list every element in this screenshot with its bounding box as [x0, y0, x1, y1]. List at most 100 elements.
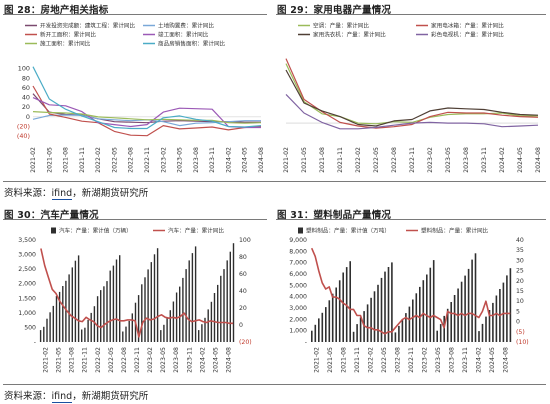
y-left-tick-label: - [305, 339, 307, 346]
bar [210, 301, 213, 342]
x-tick-label: 2021-02 [283, 147, 290, 173]
y-left-tick-label: 5,000 [289, 282, 307, 289]
legend-item-4-label: 竣工面积：累计同比 [158, 31, 209, 39]
chart30-header: 图 30：汽车产量情况 [3, 206, 267, 221]
y-left-tick-label: 1,000 [289, 328, 307, 335]
x-tick-label: 2023-05 [445, 147, 452, 173]
bar [65, 280, 67, 342]
chart29-header: 图 29：家用电器产量情况 [276, 1, 546, 16]
bar [141, 284, 143, 342]
y-tick-label: (40) [17, 132, 30, 140]
y-left-tick-label: 500 [24, 324, 36, 331]
bar [506, 275, 508, 342]
legend-item-bar-label: 塑料制品：产量：累计值（万吨） [306, 227, 390, 235]
bar [84, 327, 86, 342]
y-left-tick-label: 2,000 [289, 316, 307, 323]
y-right-tick-label: (20) [239, 339, 252, 346]
bar [109, 270, 111, 342]
bar [380, 277, 383, 342]
x-tick-label: 2022-05 [381, 347, 388, 373]
x-tick-label: 2023-02 [147, 347, 154, 373]
source-suffix: ，新湖期货研究所 [72, 391, 149, 402]
x-tick-label: 2023-11 [462, 347, 469, 373]
bar [128, 321, 130, 342]
y-left-tick-label: 3,000 [18, 252, 36, 259]
series-line-5 [32, 111, 262, 124]
x-tick-label: 2024-08 [502, 347, 509, 373]
bar [122, 331, 124, 342]
bar [182, 277, 184, 342]
bar [217, 284, 219, 342]
x-tick-label: 2023-05 [435, 347, 442, 373]
bar [331, 293, 334, 342]
legend-item-bar-swatch [298, 227, 303, 234]
bar [169, 310, 171, 342]
bar [112, 265, 115, 342]
bar [335, 287, 337, 342]
x-tick-label: 2023-02 [427, 147, 434, 173]
bar [478, 331, 480, 342]
bar [471, 259, 473, 342]
x-tick-label: 2022-11 [134, 347, 141, 373]
x-tick-label: 2024-02 [225, 147, 232, 173]
x-tick-label: 2023-08 [173, 347, 180, 373]
legend-item-bar-label: 汽车：产量：累计值（万辆） [59, 227, 132, 235]
y-left-tick-label: 3,000 [289, 305, 307, 312]
bar [194, 246, 197, 342]
bar [68, 274, 70, 342]
x-tick-label: 2023-08 [463, 147, 470, 173]
x-tick-label: 2021-08 [63, 147, 70, 173]
series-line-4 [32, 97, 261, 129]
bar [156, 248, 159, 342]
bar [453, 295, 456, 342]
bar [90, 312, 92, 342]
bar [232, 243, 235, 342]
y-right-tick-label: 35 [516, 247, 524, 254]
bar [226, 260, 228, 342]
source-prefix: 资料来源： [4, 188, 52, 199]
chart29-title: 图 29：家用电器产量情况 [277, 5, 392, 16]
x-tick-label: 2024-05 [242, 147, 249, 173]
x-tick-label: 2024-02 [199, 347, 206, 373]
chart29-panel: 2021-02 2021-05 2021-08 2021-11 2022-02 2022-… [283, 22, 542, 173]
bar [220, 275, 222, 342]
bar [52, 305, 54, 342]
bar [39, 330, 42, 342]
source-link-ifind[interactable]: ifind [51, 391, 73, 403]
x-tick-label: 2024-05 [212, 347, 219, 373]
bar [436, 330, 438, 342]
series-line-6 [32, 66, 262, 130]
y-right-tick-label: 20 [239, 305, 247, 312]
y-right-tick-label: 40 [516, 237, 524, 244]
bar [415, 293, 418, 342]
y-tick-label: 100 [18, 65, 30, 73]
bar [314, 324, 317, 342]
source-note-top: 资料来源：ifind，新湖期货研究所 [3, 181, 546, 200]
series-line-3 [285, 69, 539, 127]
y-right-tick-label: 15 [516, 288, 524, 295]
y-tick-label: 80 [22, 74, 30, 82]
bar [77, 255, 80, 342]
bar [191, 253, 194, 342]
bar [179, 286, 181, 342]
bar [198, 330, 200, 342]
bar [391, 262, 393, 342]
source-link-ifind[interactable]: ifind [51, 188, 73, 200]
source-prefix: 资料来源： [4, 391, 52, 402]
bar [137, 295, 140, 342]
bar [93, 306, 96, 342]
y-tick-label: (20) [17, 123, 30, 131]
bar [426, 274, 428, 342]
y-right-tick-label: 60 [239, 271, 247, 278]
bar [96, 296, 99, 342]
bar [46, 318, 48, 342]
legend-item-2-label: 土地购置费：累计同比 [158, 22, 214, 30]
y-left-tick-label: 9,000 [289, 237, 307, 244]
x-tick-label: 2021-02 [43, 347, 50, 373]
bar [509, 268, 512, 342]
bar [352, 331, 355, 342]
x-tick-label: 2022-11 [408, 347, 415, 373]
x-tick-label: 2021-02 [314, 347, 321, 373]
bar [485, 316, 487, 342]
